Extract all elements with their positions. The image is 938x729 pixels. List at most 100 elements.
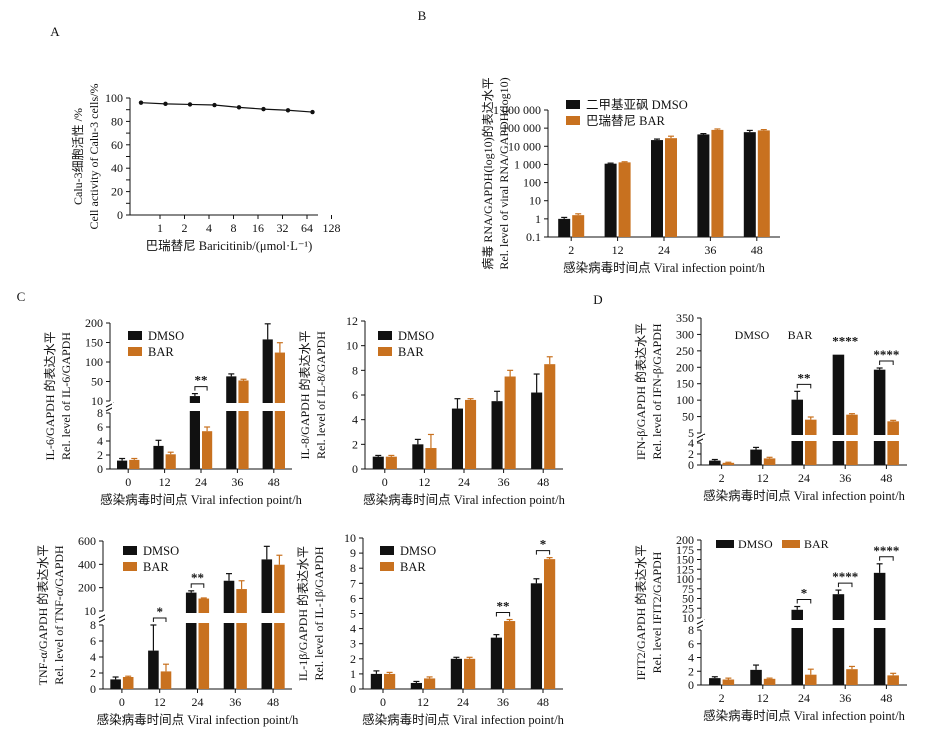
- y-tick-label: 7: [350, 576, 356, 590]
- legend-label-bar: BAR: [400, 560, 426, 574]
- y-axis-label-en: Cell activity of Calu-3 cells/%: [87, 84, 101, 230]
- y-tick-label: 100: [523, 176, 541, 190]
- bar-bar-36: [846, 669, 858, 685]
- bar-bar-12: [424, 678, 436, 689]
- bar-bar-24: [465, 399, 477, 469]
- bar-dmso-12: [148, 650, 159, 689]
- y-axis-label-en: Rel. level of IL-6/GAPDH: [59, 332, 73, 460]
- bar-dmso-12: [410, 682, 422, 689]
- x-tick-label: 12: [612, 243, 624, 257]
- legend-label-dmso: 二甲基亚砜 DMSO: [586, 98, 688, 112]
- chart-B: 0.1 1 10 100 1 000 10 000 100 000 1 000 000 2 12 2…: [418, 8, 780, 275]
- y-tick-label: 2: [350, 652, 356, 666]
- bar-dmso-48: [743, 132, 756, 237]
- y-axis-label-en: Rel. level of IFN-β/GAPDH: [650, 323, 664, 459]
- bar-dmso-48: [531, 392, 543, 469]
- axis-break-band: [105, 613, 292, 623]
- x-tick-label: 12: [159, 475, 171, 489]
- y-tick-label: 2: [688, 664, 694, 678]
- y-tick-label: 200: [676, 533, 694, 547]
- y-axis-label-en: Rel. level of IL-1β/GAPDH: [312, 546, 326, 680]
- y-tick-label: 6: [97, 420, 103, 434]
- bar-dmso-2: [709, 460, 721, 465]
- bar-bar-36: [504, 376, 516, 469]
- bar-dmso-0: [372, 456, 384, 469]
- x-tick-label: 36: [229, 695, 241, 709]
- bar-dmso-48: [261, 559, 273, 689]
- x-tick-label: 24: [195, 475, 207, 489]
- y-tick-label: 0.1: [526, 230, 541, 244]
- x-tick-label: 36: [839, 471, 851, 485]
- y-tick-label: 4: [688, 436, 694, 450]
- y-tick-label: 10: [84, 604, 96, 618]
- significance-label: *: [540, 537, 547, 552]
- y-tick-label: 4: [97, 434, 103, 448]
- legend-label-dmso: DMSO: [398, 329, 434, 343]
- y-tick-label: 0: [97, 462, 103, 476]
- y-tick-label: 10: [529, 194, 541, 208]
- x-tick-label: 0: [119, 695, 125, 709]
- y-tick-label: 10: [346, 339, 358, 353]
- bar-dmso-48: [873, 572, 886, 685]
- bar-bar-12: [763, 458, 776, 465]
- x-axis-label: 感染病毒时间点 Viral infection point/h: [703, 708, 905, 723]
- y-tick-label: 20: [111, 185, 123, 199]
- y-tick-label: 3: [350, 637, 356, 651]
- bar-dmso-0: [110, 679, 121, 689]
- y-tick-label: 6: [90, 634, 96, 648]
- x-tick-label: 48: [537, 695, 549, 709]
- y-tick-label: 0: [117, 208, 123, 222]
- significance-bracket: [190, 583, 205, 588]
- significance-bracket: [535, 550, 551, 555]
- bar-bar-2: [722, 679, 735, 685]
- x-tick-label: 12: [757, 471, 769, 485]
- bar-bar-24: [665, 138, 677, 237]
- y-tick-label: 400: [78, 557, 96, 571]
- bar-bar-12: [763, 678, 776, 685]
- x-tick-label: 2: [719, 471, 725, 485]
- data-point: [212, 102, 217, 108]
- bar-dmso-36: [491, 401, 503, 469]
- y-tick-label: 25: [682, 601, 694, 615]
- legend-swatch-bar: [566, 116, 580, 125]
- x-axis-label: 感染病毒时间点 Viral infection point/h: [563, 260, 765, 275]
- y-tick-label: 200: [85, 316, 103, 330]
- bar-dmso-2: [709, 678, 721, 685]
- y-tick-label: 10: [344, 531, 356, 545]
- legend-label-bar: BAR: [788, 328, 813, 342]
- y-tick-label: 0: [350, 682, 356, 696]
- bar-bar-2: [572, 215, 585, 237]
- viability-line: [140, 102, 313, 113]
- x-tick-label: 4: [206, 221, 212, 235]
- y-tick-label: 50: [91, 375, 103, 389]
- x-tick-label: 24: [192, 695, 204, 709]
- y-tick-label: 10: [91, 394, 103, 408]
- y-tick-label: 8: [90, 618, 96, 632]
- legend-label-dmso: DMSO: [400, 544, 436, 558]
- axis-break-band: [703, 620, 907, 628]
- legend-label-bar: BAR: [804, 537, 829, 551]
- legend-label-bar: BAR: [148, 345, 174, 359]
- x-tick-label: 8: [231, 221, 237, 235]
- significance-bracket: [837, 582, 853, 588]
- legend-swatch-bar: [380, 562, 394, 571]
- bar-bar-2: [722, 462, 735, 465]
- bar-dmso-12: [750, 669, 762, 685]
- x-tick-label: 24: [458, 475, 470, 489]
- bar-bar-24: [198, 598, 210, 689]
- panel-label: D: [593, 292, 602, 307]
- bar-dmso-12: [750, 449, 762, 465]
- bar-dmso-12: [604, 163, 617, 237]
- x-tick-label: 12: [757, 691, 769, 705]
- y-tick-label: 1: [535, 212, 541, 226]
- y-tick-label: 5: [688, 426, 694, 440]
- significance-bracket: [495, 612, 511, 617]
- y-tick-label: 10: [682, 611, 694, 625]
- y-tick-label: 150: [85, 336, 103, 350]
- x-tick-label: 36: [839, 691, 851, 705]
- y-tick-label: 1 000 000: [493, 103, 541, 117]
- legend-label-bar: 巴瑞替尼 BAR: [586, 114, 665, 128]
- legend-swatch-dmso: [123, 546, 137, 555]
- y-tick-label: 10 000: [508, 139, 541, 153]
